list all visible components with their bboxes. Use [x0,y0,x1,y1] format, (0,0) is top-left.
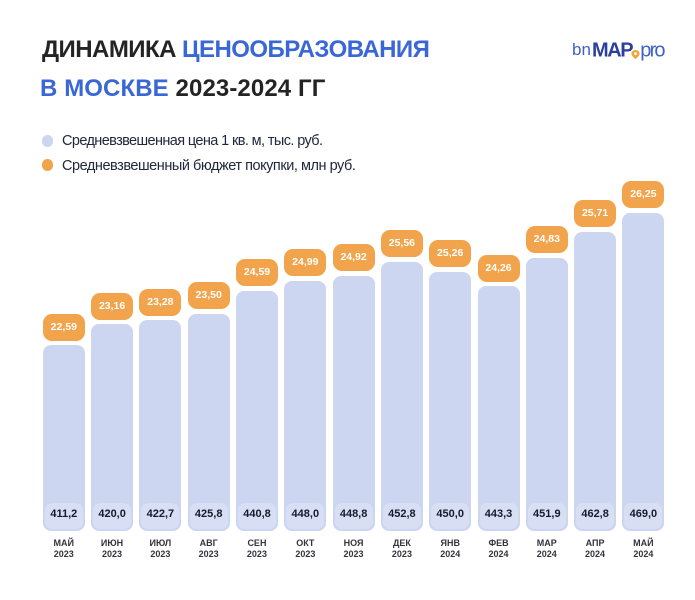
svg-text:bn: bn [572,40,591,59]
svg-text:pro: pro [640,39,665,61]
svg-text:MAP: MAP [592,39,633,61]
